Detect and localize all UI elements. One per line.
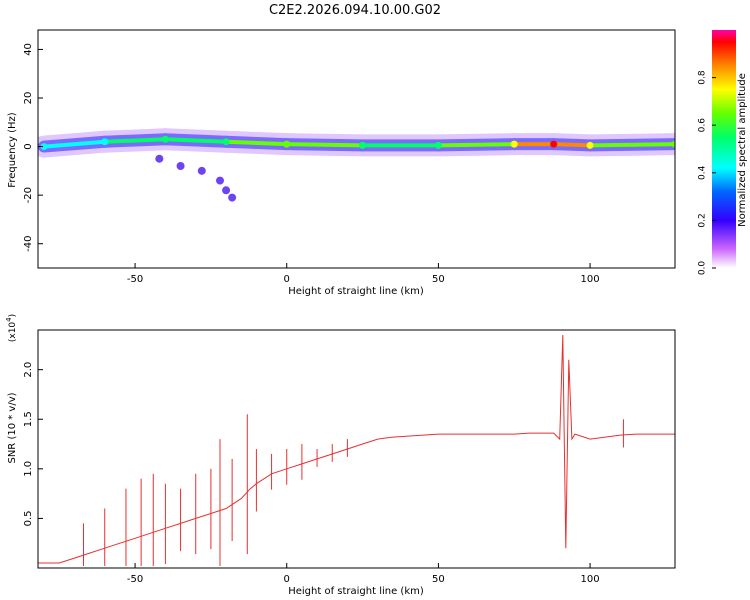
- colorbar-label: Normalized spectral amplitude: [737, 73, 748, 227]
- spectrogram-ridge-segment: [436, 142, 517, 148]
- spectrogram-ridge-segment: [163, 137, 229, 144]
- snr-x-label: Height of straight line (km): [288, 586, 424, 597]
- snr-y-label: SNR (10 * v/v): [7, 392, 18, 463]
- snr-panel: -50 0 50 100 0.5 1.0 1.5 2.0 Height of straigh…: [5, 314, 676, 597]
- colorbar-tick-label: 0.4: [698, 165, 708, 180]
- colorbar: 0.0 0.2 0.4 0.6 0.8 Normalized spectral ampl…: [698, 30, 748, 276]
- spectrogram-ridge-point: [434, 141, 442, 149]
- spectrogram-y-tick-label: 20: [23, 92, 34, 105]
- colorbar-tick-label: 0.6: [698, 118, 708, 133]
- spectrogram-y-ticks: -40 -20 0 20 40: [23, 43, 43, 252]
- spectrogram-ridge-point: [161, 135, 169, 143]
- spectrogram-ridge-point: [671, 140, 675, 148]
- spectrogram-ridge-point: [283, 140, 291, 148]
- spectrogram-x-ticks: -50 0 50 100: [127, 263, 600, 285]
- snr-multiplier-exponent: 4: [5, 317, 13, 322]
- snr-y-tick-label: 0.5: [23, 510, 34, 526]
- colorbar-ticks: 0.0 0.2 0.4 0.6 0.8: [698, 70, 716, 276]
- spectrogram-ridge-segment: [551, 142, 593, 148]
- spectrogram-panel: -50 0 50 100 -40 -20 0 20 40 Height of straight…: [7, 29, 676, 297]
- spectrogram-ridge-point: [222, 138, 230, 146]
- snr-y-tick-label: 2.0: [23, 362, 34, 378]
- spectrogram-tail-point: [216, 176, 224, 185]
- spectrogram-x-tick-label: 100: [581, 274, 600, 285]
- colorbar-tick-label: 0.0: [698, 261, 708, 276]
- spectrogram-marks: [38, 128, 675, 202]
- spectrogram-x-tick-label: -50: [127, 274, 143, 285]
- spectrogram-tail-point: [155, 154, 164, 163]
- snr-x-tick-label: 0: [284, 574, 290, 585]
- snr-x-tick-label: -50: [127, 574, 143, 585]
- spectrogram-ridge-segment: [102, 137, 168, 144]
- spectrogram-y-tick-label: 40: [23, 43, 34, 56]
- spectrogram-ridge-point: [550, 140, 558, 148]
- spectrogram-tail-point: [176, 162, 185, 170]
- snr-plot-area: [38, 330, 675, 568]
- spectrogram-tail-point: [228, 193, 237, 202]
- spectrogram-ridge-segment: [42, 139, 107, 149]
- colorbar-tick-label: 0.2: [698, 213, 708, 227]
- snr-spikes: [83, 414, 624, 567]
- snr-x-ticks: -50 0 50 100: [127, 563, 600, 585]
- snr-series-line: [38, 334, 675, 564]
- spectrogram-ridge-segment: [224, 139, 289, 147]
- figure-title: C2E2.2026.094.10.00.G02: [269, 3, 441, 18]
- spectrogram-x-label: Height of straight line (km): [288, 286, 424, 297]
- spectrogram-y-tick-label: 0: [23, 143, 34, 149]
- spectrogram-tail-point: [222, 186, 231, 195]
- spectrogram-y-tick-label: -40: [23, 236, 34, 252]
- spectrogram-ridge-point: [510, 140, 518, 148]
- snr-y-ticks: 0.5 1.0 1.5 2.0: [23, 362, 43, 526]
- spectrogram-ridge-segment: [588, 142, 675, 148]
- svg-text:(x104): (x104): [5, 314, 18, 342]
- spectrogram-ridge-point: [40, 143, 48, 151]
- spectrogram-x-tick-label: 0: [284, 274, 290, 285]
- snr-multiplier-text: (x10: [8, 322, 18, 343]
- snr-y-tick-label: 1.5: [23, 411, 34, 427]
- spectrogram-y-tick-label: -20: [23, 187, 34, 203]
- spectrogram-y-label: Frequency (Hz): [7, 112, 18, 188]
- snr-y-tick-label: 1.0: [23, 461, 34, 477]
- snr-y-multiplier: (x104): [5, 314, 18, 342]
- spectrogram-tail-point: [197, 166, 206, 175]
- spectrogram-ridge-point: [586, 141, 594, 149]
- spectrogram-ridge-segment: [284, 142, 365, 148]
- snr-x-tick-label: 50: [432, 574, 445, 585]
- colorbar-tick-label: 0.8: [698, 70, 708, 85]
- colorbar-gradient: [712, 30, 736, 268]
- spectrogram-ridge-point: [101, 138, 109, 146]
- snr-x-tick-label: 100: [581, 574, 600, 585]
- spectrogram-ridge-point: [359, 141, 367, 149]
- spectrogram-x-tick-label: 50: [432, 274, 445, 285]
